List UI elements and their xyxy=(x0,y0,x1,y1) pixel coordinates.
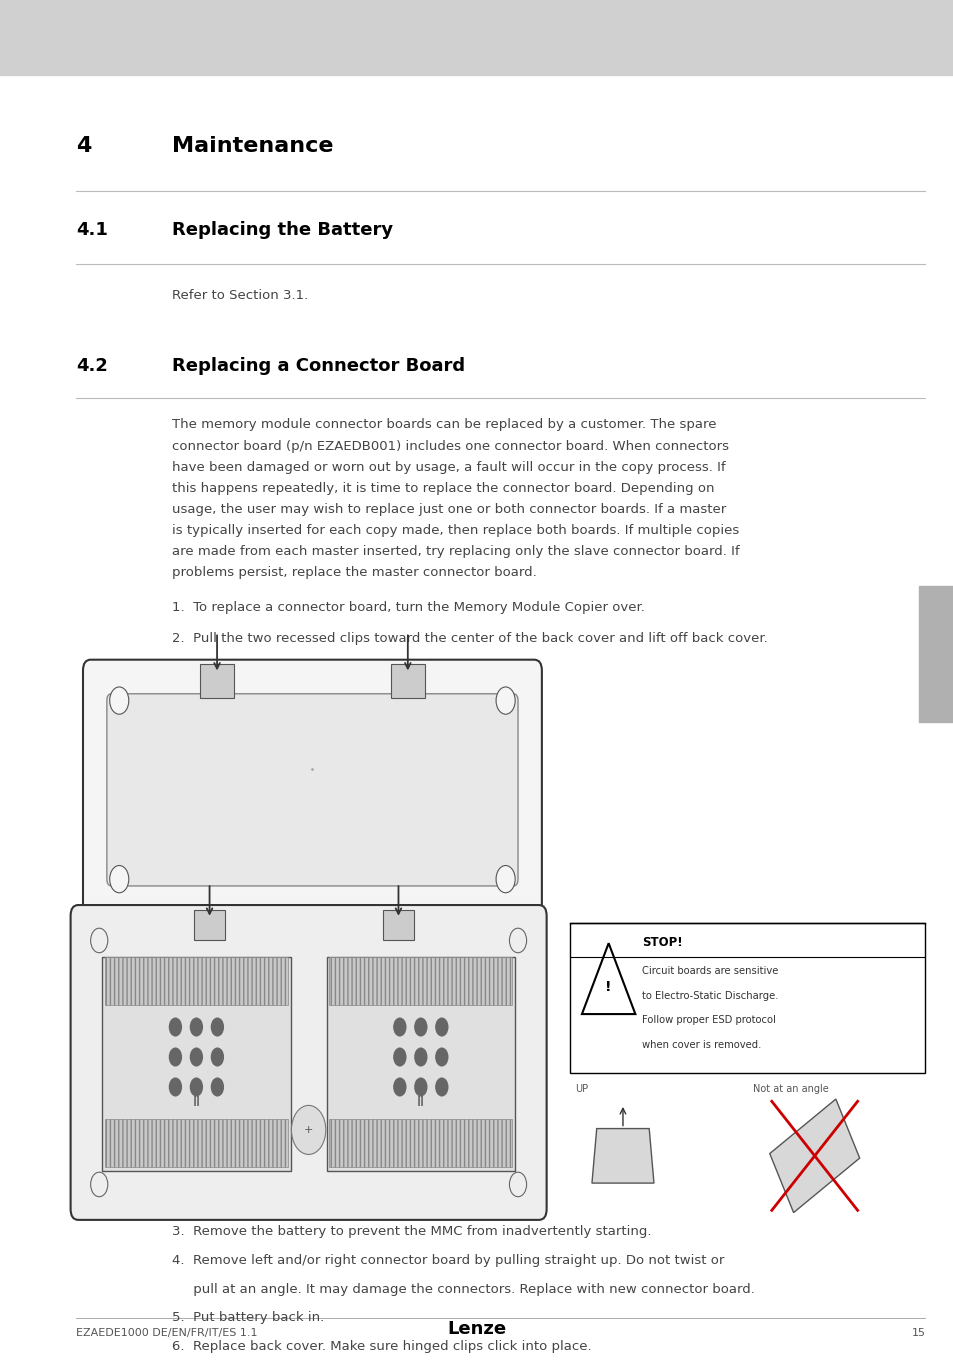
Text: 6.  Replace back cover. Make sure hinged clips click into place.: 6. Replace back cover. Make sure hinged … xyxy=(172,1340,591,1353)
Bar xyxy=(105,957,288,1005)
Text: to Electro-Static Discharge.: to Electro-Static Discharge. xyxy=(641,991,778,1000)
FancyBboxPatch shape xyxy=(107,694,517,886)
Circle shape xyxy=(110,687,129,714)
Circle shape xyxy=(509,928,526,953)
Circle shape xyxy=(435,1077,448,1096)
Circle shape xyxy=(414,1077,427,1096)
Polygon shape xyxy=(581,943,635,1014)
Text: have been damaged or worn out by usage, a fault will occur in the copy process. : have been damaged or worn out by usage, … xyxy=(172,461,724,474)
Circle shape xyxy=(496,866,515,893)
Text: connector board (p/n EZAEDB001) includes one connector board. When connectors: connector board (p/n EZAEDB001) includes… xyxy=(172,440,728,453)
Text: Replacing a Connector Board: Replacing a Connector Board xyxy=(172,357,464,375)
Circle shape xyxy=(393,1047,406,1066)
Circle shape xyxy=(414,1047,427,1066)
Text: 4.2: 4.2 xyxy=(76,357,108,375)
Bar xyxy=(329,957,512,1005)
Text: 3.  Remove the battery to prevent the MMC from inadvertently starting.: 3. Remove the battery to prevent the MMC… xyxy=(172,1225,651,1239)
Bar xyxy=(200,664,234,698)
Text: !: ! xyxy=(605,980,611,994)
Text: Lenze: Lenze xyxy=(447,1321,506,1338)
Circle shape xyxy=(190,1077,203,1096)
FancyBboxPatch shape xyxy=(83,660,541,920)
FancyBboxPatch shape xyxy=(71,905,546,1220)
Circle shape xyxy=(211,1017,224,1036)
Bar xyxy=(918,586,953,722)
Bar xyxy=(383,910,414,940)
Circle shape xyxy=(211,1077,224,1096)
Text: 1.  To replace a connector board, turn the Memory Module Copier over.: 1. To replace a connector board, turn th… xyxy=(172,601,644,615)
Text: The memory module connector boards can be replaced by a customer. The spare: The memory module connector boards can b… xyxy=(172,418,716,432)
Text: usage, the user may wish to replace just one or both connector boards. If a mast: usage, the user may wish to replace just… xyxy=(172,503,725,517)
Circle shape xyxy=(414,1017,427,1036)
Text: 5.  Put battery back in.: 5. Put battery back in. xyxy=(172,1311,324,1325)
Text: UP: UP xyxy=(575,1084,588,1093)
Polygon shape xyxy=(769,1099,859,1213)
Text: II: II xyxy=(193,1096,200,1109)
Text: 15: 15 xyxy=(910,1329,924,1338)
Circle shape xyxy=(169,1047,182,1066)
Circle shape xyxy=(169,1017,182,1036)
Text: Refer to Section 3.1.: Refer to Section 3.1. xyxy=(172,289,308,303)
Bar xyxy=(390,664,424,698)
Text: Replacing the Battery: Replacing the Battery xyxy=(172,221,393,239)
Bar xyxy=(0,0,953,75)
Text: pull at an angle. It may damage the connectors. Replace with new connector board: pull at an angle. It may damage the conn… xyxy=(172,1283,754,1296)
Circle shape xyxy=(169,1077,182,1096)
Text: are made from each master inserted, try replacing only the slave connector board: are made from each master inserted, try … xyxy=(172,545,739,559)
Text: Circuit boards are sensitive: Circuit boards are sensitive xyxy=(641,966,778,976)
Text: this happens repeatedly, it is time to replace the connector board. Depending on: this happens repeatedly, it is time to r… xyxy=(172,483,714,495)
Text: when cover is removed.: when cover is removed. xyxy=(641,1040,760,1050)
Circle shape xyxy=(393,1077,406,1096)
Text: +: + xyxy=(304,1124,313,1135)
Text: STOP!: STOP! xyxy=(641,936,682,950)
Circle shape xyxy=(190,1047,203,1066)
Circle shape xyxy=(509,1172,526,1197)
Polygon shape xyxy=(591,1129,653,1183)
Text: 4.  Remove left and/or right connector board by pulling straight up. Do not twis: 4. Remove left and/or right connector bo… xyxy=(172,1254,723,1268)
Circle shape xyxy=(91,1172,108,1197)
Text: Maintenance: Maintenance xyxy=(510,26,692,49)
Circle shape xyxy=(291,1105,325,1154)
Text: is typically inserted for each copy made, then replace both boards. If multiple : is typically inserted for each copy made… xyxy=(172,525,739,537)
Circle shape xyxy=(393,1017,406,1036)
Bar xyxy=(329,1119,512,1167)
Text: 4: 4 xyxy=(891,26,908,49)
Circle shape xyxy=(110,866,129,893)
Text: Not at an angle: Not at an angle xyxy=(752,1084,827,1093)
Circle shape xyxy=(496,687,515,714)
Text: Maintenance: Maintenance xyxy=(172,136,333,157)
Circle shape xyxy=(190,1017,203,1036)
Text: problems persist, replace the master connector board.: problems persist, replace the master con… xyxy=(172,567,536,579)
Bar xyxy=(570,923,924,1073)
Text: 4: 4 xyxy=(76,136,91,157)
Text: II: II xyxy=(416,1096,424,1109)
Circle shape xyxy=(91,928,108,953)
Bar xyxy=(105,1119,288,1167)
Bar xyxy=(194,910,225,940)
Text: 4.1: 4.1 xyxy=(76,221,108,239)
Circle shape xyxy=(211,1047,224,1066)
Text: Follow proper ESD protocol: Follow proper ESD protocol xyxy=(641,1015,775,1025)
Text: 2.  Pull the two recessed clips toward the center of the back cover and lift off: 2. Pull the two recessed clips toward th… xyxy=(172,632,766,646)
Bar xyxy=(326,957,515,1171)
Text: EZAEDE1000 DE/EN/FR/IT/ES 1.1: EZAEDE1000 DE/EN/FR/IT/ES 1.1 xyxy=(76,1329,257,1338)
Circle shape xyxy=(435,1017,448,1036)
Bar xyxy=(102,957,291,1171)
Circle shape xyxy=(435,1047,448,1066)
